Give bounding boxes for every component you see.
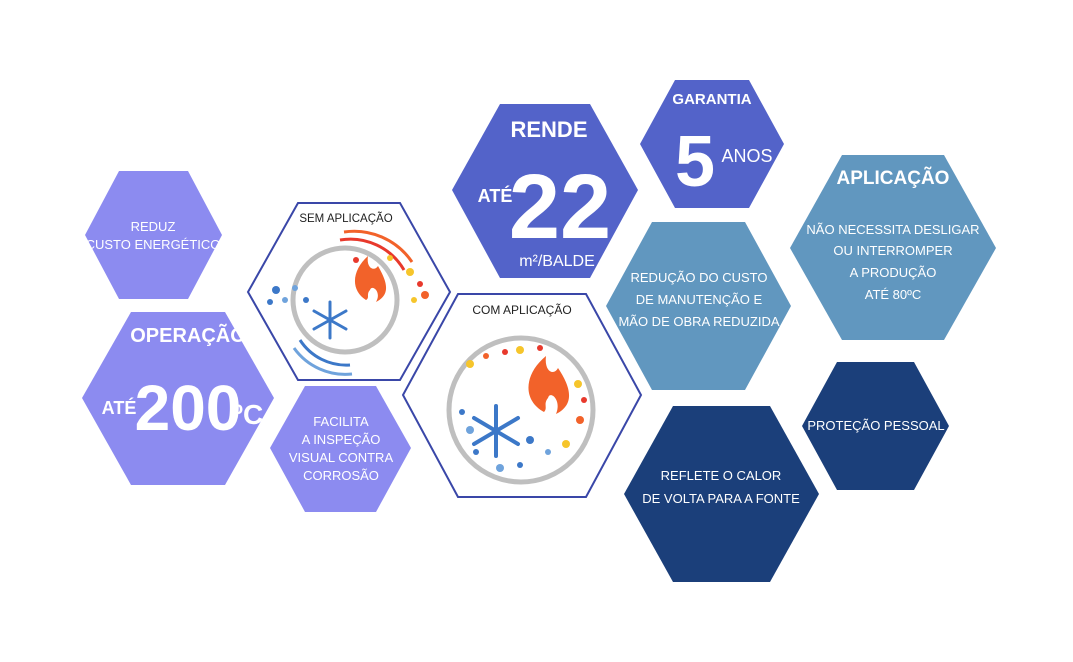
with-label: COM APLICAÇÃO xyxy=(472,303,571,317)
hex-inspection-shape xyxy=(270,386,411,512)
heat-arc-2 xyxy=(343,229,414,263)
hex-reflect: REFLETE O CALOR DE VOLTA PARA A FONTE xyxy=(624,406,819,582)
heat-arc-1 xyxy=(339,237,406,271)
hex-maintenance-shape xyxy=(606,222,791,390)
maintenance-line3: MÃO DE OBRA REDUZIDA xyxy=(618,314,779,329)
hex-yield: RENDE ATÉ 22 m²/BALDE xyxy=(452,104,638,278)
application-line3: A PRODUÇÃO xyxy=(850,265,937,280)
particle-dots xyxy=(459,345,587,472)
particle-dots xyxy=(267,255,429,305)
application-line2: OU INTERROMPER xyxy=(833,243,952,258)
hex-protection-shape xyxy=(802,362,949,490)
hex-operation-shape xyxy=(82,312,274,485)
yield-title: RENDE xyxy=(510,117,587,142)
hex-energy-shape xyxy=(85,171,222,299)
hex-yield-shape xyxy=(452,104,638,278)
maintenance-line2: DE MANUTENÇÃO E xyxy=(636,292,763,307)
hex-application: APLICAÇÃO NÃO NECESSITA DESLIGAR OU INTE… xyxy=(790,155,996,340)
hex-inspection: FACILITA A INSPEÇÃO VISUAL CONTRA CORROS… xyxy=(270,386,411,512)
hex-with-application: COM APLICAÇÃO xyxy=(401,293,643,498)
application-title: APLICAÇÃO xyxy=(837,167,950,189)
operation-unit: ºC xyxy=(233,399,263,430)
hex-warranty: GARANTIA 5 ANOS xyxy=(640,80,784,208)
inspection-line2: A INSPEÇÃO xyxy=(302,432,381,447)
hex-maintenance: REDUÇÃO DO CUSTO DE MANUTENÇÃO E MÃO DE … xyxy=(606,222,791,390)
maintenance-line1: REDUÇÃO DO CUSTO xyxy=(631,270,768,285)
application-line4: ATÉ 80ºC xyxy=(865,287,922,302)
hex-without-application: SEM APLICAÇÃO xyxy=(246,202,452,381)
operation-prefix: ATÉ xyxy=(102,397,137,418)
hex-protection: PROTEÇÃO PESSOAL xyxy=(802,362,949,490)
hex-warranty-shape xyxy=(640,80,784,208)
protection-label: PROTEÇÃO PESSOAL xyxy=(807,418,944,433)
hex-reflect-shape xyxy=(624,406,819,582)
inspection-line1: FACILITA xyxy=(313,414,369,429)
operation-value: 200 xyxy=(135,372,242,444)
hex-energy: REDUZ CUSTO ENERGÉTICO xyxy=(85,171,222,299)
yield-unit: m²/BALDE xyxy=(519,253,595,270)
snowflake-icon xyxy=(312,300,348,340)
application-line1: NÃO NECESSITA DESLIGAR xyxy=(806,222,979,237)
without-ring xyxy=(290,245,400,355)
yield-prefix: ATÉ xyxy=(478,185,513,206)
operation-title: OPERAÇÃO xyxy=(130,324,246,347)
reflect-line1: REFLETE O CALOR xyxy=(661,468,782,483)
inspection-line3: VISUAL CONTRA xyxy=(289,450,394,465)
fire-icon xyxy=(354,256,387,302)
fire-icon xyxy=(528,356,570,414)
warranty-title: GARANTIA xyxy=(672,91,751,108)
hex-application-shape xyxy=(790,155,996,340)
energy-line2: CUSTO ENERGÉTICO xyxy=(86,237,221,252)
energy-line1: REDUZ xyxy=(131,219,176,234)
warranty-unit: ANOS xyxy=(721,146,772,166)
reflect-line2: DE VOLTA PARA A FONTE xyxy=(642,491,800,506)
warranty-value: 5 xyxy=(675,122,715,202)
cold-arc-1 xyxy=(298,339,351,367)
inspection-line4: CORROSÃO xyxy=(303,468,379,483)
snowflake-icon xyxy=(472,404,520,458)
hex-operation: OPERAÇÃO ATÉ 200 ºC xyxy=(82,312,274,485)
cold-arc-2 xyxy=(292,347,353,376)
yield-value: 22 xyxy=(509,156,611,258)
with-ring xyxy=(446,335,596,485)
without-label: SEM APLICAÇÃO xyxy=(299,212,392,225)
